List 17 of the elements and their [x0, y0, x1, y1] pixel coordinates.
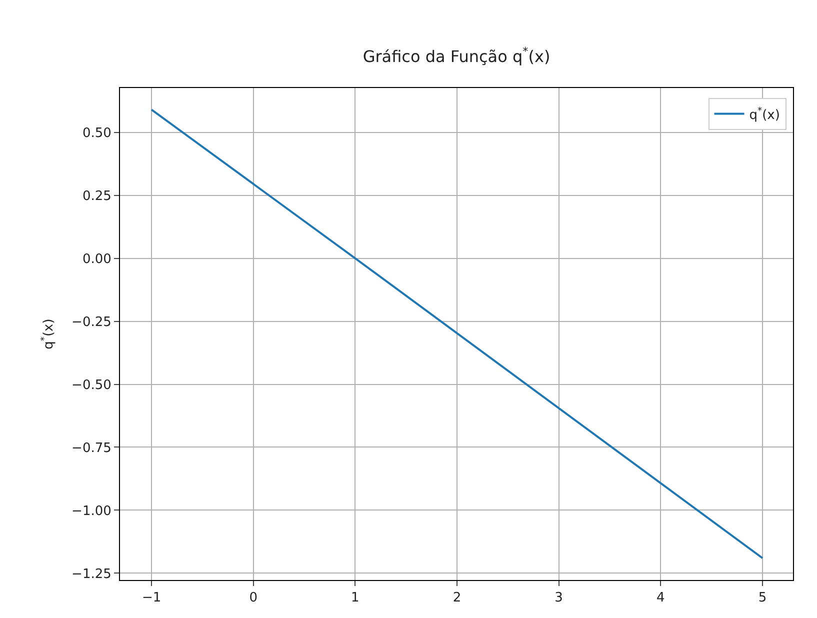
- x-tick-label: 2: [452, 590, 462, 606]
- legend-label: q$^{*}$(x): [749, 106, 780, 123]
- x-tick-label: 0: [249, 590, 258, 606]
- x-tick-label: 4: [656, 590, 665, 606]
- x-tick-label: 5: [758, 590, 767, 606]
- chart-title: Gráfico da Função q$^{*}$(x): [362, 45, 550, 66]
- x-tick-label: −1: [142, 590, 162, 606]
- y-tick-label: −0.25: [72, 314, 112, 330]
- y-tick-label: −0.50: [72, 378, 112, 393]
- x-tick-label: 1: [351, 590, 360, 606]
- y-tick-label: −1.25: [72, 566, 112, 582]
- y-tick-label: −0.75: [72, 440, 112, 456]
- y-tick-label: −1.00: [72, 504, 112, 519]
- y-tick-label: 0.50: [82, 126, 112, 141]
- x-tick-label: 3: [554, 590, 563, 606]
- y-tick-label: 0.00: [82, 252, 112, 267]
- y-tick-label: 0.25: [82, 188, 112, 204]
